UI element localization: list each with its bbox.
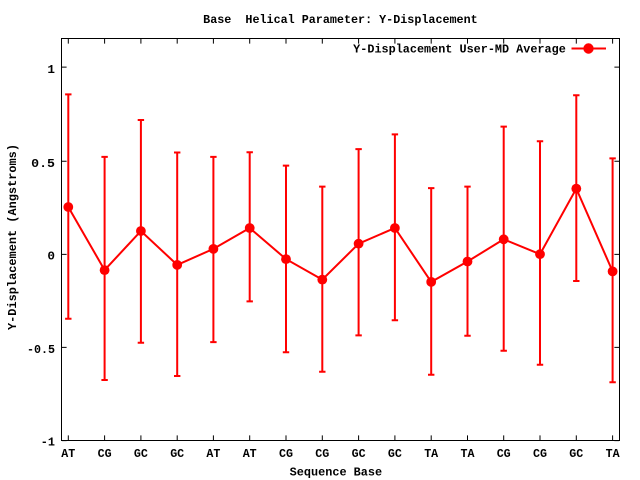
svg-text:Sequence Base: Sequence Base [290, 466, 383, 480]
svg-text:CG: CG [315, 447, 329, 461]
svg-text:CG: CG [533, 447, 547, 461]
svg-text:Y-Displacement User-MD Average: Y-Displacement User-MD Average [353, 43, 566, 57]
svg-text:Y-Displacement (Angstroms): Y-Displacement (Angstroms) [6, 144, 20, 330]
svg-text:GC: GC [352, 447, 366, 461]
svg-text:TA: TA [606, 447, 620, 461]
svg-text:AT: AT [61, 447, 75, 461]
svg-text:AT: AT [243, 447, 257, 461]
svg-text:GC: GC [388, 447, 402, 461]
svg-text:CG: CG [279, 447, 293, 461]
svg-text:0.5: 0.5 [31, 157, 55, 171]
svg-text:GC: GC [170, 447, 184, 461]
svg-text:GC: GC [569, 447, 583, 461]
svg-text:1: 1 [47, 63, 55, 77]
svg-text:TA: TA [424, 447, 438, 461]
svg-text:GC: GC [134, 447, 148, 461]
svg-text:-1: -1 [41, 436, 55, 450]
svg-text:Base Helical Parameter: Y-Dis: Base Helical Parameter: Y-Displacement [203, 13, 478, 27]
svg-text:-0.5: -0.5 [27, 343, 55, 357]
svg-text:CG: CG [98, 447, 112, 461]
svg-text:CG: CG [497, 447, 511, 461]
svg-text:0: 0 [47, 250, 55, 264]
svg-text:TA: TA [461, 447, 475, 461]
svg-text:AT: AT [206, 447, 220, 461]
